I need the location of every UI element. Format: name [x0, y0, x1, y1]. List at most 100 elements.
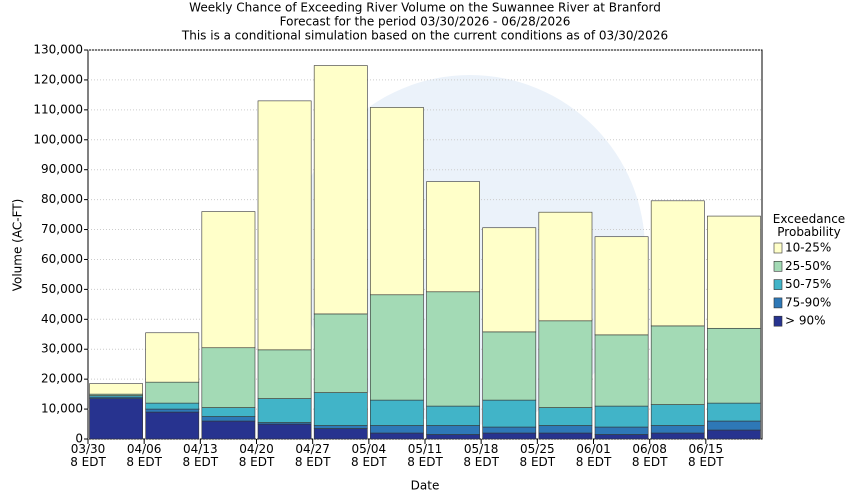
- bar-segment: [370, 425, 424, 434]
- legend-swatch: [773, 242, 783, 254]
- bar-segment: [370, 432, 424, 440]
- bar-segment: [313, 392, 368, 426]
- bar-segment: [594, 405, 649, 428]
- y-tick-label: 0: [75, 432, 83, 446]
- bar-segment: [201, 407, 256, 417]
- bar-segment: [257, 423, 312, 440]
- bar-segment: [370, 107, 424, 296]
- chart-title: Weekly Chance of Exceeding River Volume …: [189, 1, 661, 15]
- bar-segment: [426, 181, 480, 293]
- x-axis-label: Date: [411, 479, 440, 493]
- bar-segment: [370, 294, 424, 401]
- y-tick-label: 50,000: [41, 282, 83, 296]
- x-tick-label: 03/30 8 EDT: [70, 442, 106, 469]
- legend-label: 25-50%: [785, 259, 831, 273]
- bar-segment: [594, 426, 649, 435]
- bar-segment: [426, 434, 480, 440]
- x-tick-label: 06/01 8 EDT: [575, 442, 612, 469]
- bar-segment: [313, 313, 368, 393]
- bar-segment: [538, 211, 593, 322]
- bar-segment: [538, 425, 593, 434]
- bar-segment: [201, 347, 256, 408]
- legend-title: Exceedance Probability: [772, 212, 846, 239]
- bar-segment: [257, 349, 312, 399]
- bar-segment: [650, 425, 705, 434]
- x-tick-label: 04/27 8 EDT: [294, 442, 331, 469]
- legend-label: 10-25%: [785, 241, 831, 255]
- x-tick-label: 04/13 8 EDT: [182, 442, 219, 469]
- y-tick-label: 30,000: [41, 342, 83, 356]
- bar-segment: [482, 432, 537, 440]
- legend-swatch: [773, 279, 783, 290]
- bar-segment: [707, 327, 761, 404]
- x-tick-label: 05/25 8 EDT: [519, 442, 556, 469]
- bar-segment: [650, 404, 705, 426]
- legend-swatch: [773, 260, 783, 272]
- x-tick-label: 05/04 8 EDT: [351, 442, 387, 469]
- y-tick-label: 10,000: [41, 402, 83, 416]
- y-tick-label: 40,000: [41, 312, 83, 326]
- bar-segment: [538, 407, 593, 426]
- bar-segment: [257, 398, 312, 423]
- x-tick-label: 04/20 8 EDT: [238, 442, 275, 469]
- x-tick-label: 05/11 8 EDT: [407, 442, 443, 469]
- bar-segment: [482, 331, 537, 401]
- bar-segment: [650, 200, 705, 327]
- legend-swatch: [773, 297, 783, 309]
- y-tick-label: 70,000: [41, 222, 83, 236]
- bar-segment: [426, 291, 480, 407]
- bar-segment: [707, 429, 761, 440]
- x-tick-label: 04/06 8 EDT: [126, 442, 162, 469]
- bar-segment: [145, 411, 200, 440]
- bar-segment: [538, 432, 593, 440]
- y-tick-label: 120,000: [33, 72, 83, 86]
- bar-segment: [594, 334, 649, 407]
- chart-subtitle: Forecast for the period 03/30/2026 - 06/…: [280, 15, 571, 29]
- bar-segment: [426, 405, 480, 426]
- bar-segment: [313, 425, 368, 429]
- bar-segment: [594, 236, 649, 336]
- bar-segment: [145, 402, 200, 410]
- x-tick-label: 05/18 8 EDT: [463, 442, 499, 469]
- bar-segment: [89, 383, 143, 395]
- bar-segment: [201, 211, 256, 349]
- bar-segment: [482, 227, 537, 333]
- bar-segment: [201, 416, 256, 422]
- bar-segment: [89, 398, 143, 440]
- y-tick-label: 110,000: [33, 102, 83, 116]
- y-tick-label: 100,000: [33, 132, 83, 146]
- y-axis-label: Volume (AC-FT): [11, 199, 25, 292]
- bar-segment: [313, 428, 368, 440]
- chart-note: This is a conditional simulation based o…: [181, 29, 668, 43]
- y-tick-label: 60,000: [41, 252, 83, 266]
- bar-segment: [707, 215, 761, 329]
- bar-segment: [707, 420, 761, 431]
- bar-segment: [538, 320, 593, 408]
- bar-segment: [482, 399, 537, 428]
- bar-segment: [426, 425, 480, 435]
- y-tick-label: 90,000: [41, 162, 83, 176]
- y-tick-label: 20,000: [41, 372, 83, 386]
- legend-swatch: [773, 315, 783, 327]
- legend-label: 50-75%: [785, 277, 831, 291]
- bar-segment: [257, 100, 312, 351]
- x-tick-label: 06/15 8 EDT: [688, 442, 724, 469]
- y-tick-label: 130,000: [33, 43, 83, 57]
- x-tick-label: 06/08 8 EDT: [631, 442, 668, 469]
- bar-segment: [313, 65, 368, 315]
- bar-segment: [145, 408, 200, 413]
- y-tick-label: 80,000: [41, 192, 83, 206]
- bar-segment: [707, 402, 761, 422]
- bar-segment: [650, 325, 705, 405]
- bar-segment: [370, 399, 424, 426]
- bar-segment: [145, 381, 200, 404]
- bar-segment: [594, 434, 649, 440]
- legend-label: > 90%: [785, 314, 826, 328]
- bar-segment: [145, 332, 200, 383]
- bar-segment: [201, 420, 256, 440]
- bar-segment: [650, 432, 705, 440]
- legend-label: 75-90%: [785, 295, 831, 309]
- bar-segment: [482, 426, 537, 434]
